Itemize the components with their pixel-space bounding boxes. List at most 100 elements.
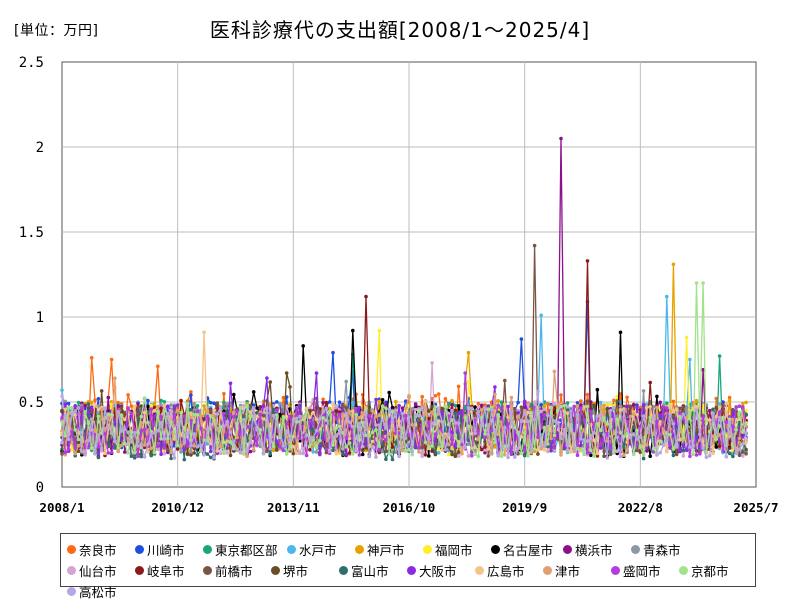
data-point <box>522 411 527 415</box>
data-point <box>169 409 173 413</box>
data-point <box>185 401 190 406</box>
data-point <box>473 405 477 409</box>
data-point <box>370 419 375 423</box>
data-point <box>622 409 626 413</box>
data-point <box>126 451 130 455</box>
data-point <box>470 446 474 450</box>
data-point <box>73 413 77 417</box>
data-point <box>232 392 236 397</box>
data-point <box>103 406 107 410</box>
data-point <box>86 421 91 426</box>
data-point <box>364 294 368 299</box>
data-point <box>496 403 501 408</box>
data-point <box>60 440 64 445</box>
data-point <box>579 437 583 441</box>
legend-label: 京都市 <box>691 564 729 579</box>
legend-item: 大阪市 <box>407 560 475 581</box>
data-point <box>519 337 524 341</box>
data-point <box>265 449 269 454</box>
data-point <box>483 406 487 410</box>
data-point <box>258 439 263 443</box>
data-point <box>169 442 173 447</box>
data-point <box>374 414 378 419</box>
data-point <box>281 444 286 448</box>
data-point <box>734 417 738 422</box>
data-point <box>284 452 289 456</box>
data-point <box>169 420 173 425</box>
data-point <box>582 438 586 442</box>
data-point <box>694 435 699 439</box>
data-point <box>192 432 196 436</box>
data-point <box>430 404 434 409</box>
data-point <box>741 405 745 409</box>
data-point <box>377 447 382 452</box>
data-point <box>701 281 705 285</box>
data-point <box>357 416 362 420</box>
data-point <box>496 399 501 403</box>
data-point <box>189 453 193 457</box>
legend-item: 東京都区部 <box>203 539 287 560</box>
data-point <box>549 414 553 419</box>
data-point <box>466 380 471 384</box>
data-point <box>628 414 633 419</box>
data-point <box>427 420 431 425</box>
data-point <box>123 450 127 454</box>
data-point <box>479 435 484 439</box>
data-point <box>166 437 170 441</box>
data-point <box>314 428 319 433</box>
data-point <box>103 432 107 436</box>
data-point <box>526 454 530 458</box>
data-point <box>222 424 226 429</box>
data-point <box>380 418 385 423</box>
data-point <box>288 437 292 442</box>
data-point <box>384 426 388 430</box>
data-point <box>195 409 200 413</box>
data-point <box>195 453 200 457</box>
data-point <box>592 431 596 435</box>
data-point <box>258 412 263 417</box>
data-point <box>99 449 104 453</box>
data-point <box>400 448 405 453</box>
data-point <box>671 262 676 267</box>
data-point <box>681 443 686 447</box>
data-point <box>423 432 428 437</box>
data-point <box>271 448 276 453</box>
data-point <box>159 398 163 403</box>
data-point <box>202 453 206 457</box>
data-point <box>714 430 719 435</box>
data-point <box>341 404 345 408</box>
data-point <box>453 408 458 413</box>
data-point <box>162 446 167 450</box>
legend-marker-icon <box>611 566 620 575</box>
data-point <box>731 410 735 415</box>
legend-marker-icon <box>407 566 416 575</box>
legend-label: 大阪市 <box>419 564 457 579</box>
data-point <box>86 410 91 415</box>
data-point <box>546 413 550 417</box>
data-point <box>526 402 530 407</box>
data-point <box>516 410 520 415</box>
legend-label: 広島市 <box>487 564 525 579</box>
data-point <box>139 414 144 419</box>
data-point <box>602 454 606 459</box>
data-point <box>503 425 507 430</box>
data-point <box>275 408 279 412</box>
data-point <box>228 453 233 458</box>
data-point <box>436 406 441 410</box>
data-point <box>612 431 616 435</box>
data-point <box>132 404 137 408</box>
data-point <box>189 390 193 394</box>
data-point <box>585 450 590 455</box>
data-point <box>225 446 229 450</box>
data-point <box>149 403 153 408</box>
data-point <box>625 448 629 453</box>
data-point <box>222 429 226 433</box>
data-point <box>420 394 425 399</box>
data-point <box>136 417 140 422</box>
data-point <box>162 409 167 414</box>
data-point <box>70 440 74 445</box>
data-point <box>446 401 451 406</box>
data-point <box>433 432 438 437</box>
data-point <box>129 430 134 434</box>
data-point <box>225 439 229 443</box>
